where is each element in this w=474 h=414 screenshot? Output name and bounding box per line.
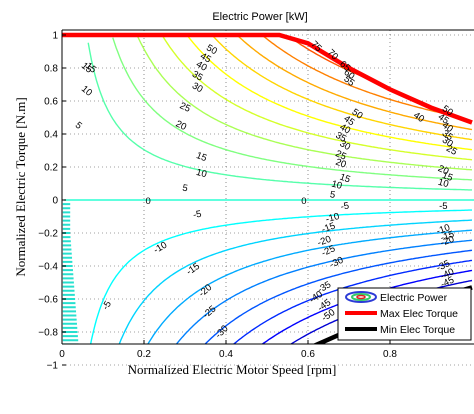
contour-label: 50 — [440, 103, 455, 118]
x-tick-label: 0 — [59, 349, 65, 360]
y-tick-label: 0.8 — [44, 64, 58, 75]
y-tick-label: −0.4 — [38, 262, 58, 273]
x-tick-label: 0.2 — [137, 349, 151, 360]
contour-label: 25 — [444, 143, 459, 158]
contour-label: 35 — [190, 69, 205, 84]
contour-line — [89, 209, 472, 344]
contour-label: 25 — [334, 148, 348, 162]
contour-label: -25 — [320, 243, 337, 259]
contour-line — [161, 34, 473, 161]
max-elec-torque-line — [62, 32, 473, 125]
contour-line — [237, 34, 473, 131]
y-tick-label: 0.6 — [44, 97, 58, 108]
contour-label: -15 — [320, 221, 337, 236]
contour-label: 30 — [190, 80, 205, 95]
contour-label: -10 — [435, 222, 452, 237]
y-tick-label: −0.6 — [38, 295, 58, 306]
x-tick-label: 0.6 — [301, 349, 315, 360]
axis-ticks: 0 0.2 0.4 0.6 0.8 1 0.8 0.6 0.4 0.2 0 −0.2 −0.4 −0.6 −… — [38, 31, 397, 372]
contour-line — [212, 35, 473, 141]
contour-label: 40 — [194, 59, 209, 74]
contour-label: 15 — [441, 170, 455, 184]
legend: Electric Power Max Elec Torque Min Elec … — [337, 287, 472, 341]
y-tick-label: −0.2 — [38, 229, 58, 240]
contour-label: 40 — [338, 122, 353, 137]
contour-label: 15 — [338, 172, 352, 186]
contour-label: -20 — [439, 234, 456, 249]
contour-label: -20 — [316, 234, 333, 249]
contour-label: 40 — [411, 110, 426, 125]
contour-label: 30 — [440, 135, 455, 150]
legend-swatch-electric-power-inner — [351, 293, 371, 301]
y-tick-label: 1 — [52, 31, 58, 42]
contour-label: -5 — [439, 201, 447, 212]
contour-label: -5 — [192, 209, 202, 221]
contour-label: 5 — [181, 183, 188, 195]
legend-swatch-electric-power-core — [356, 294, 366, 300]
contour-label: -40 — [439, 266, 456, 282]
contour-label: -15 — [439, 229, 456, 244]
legend-item-max-elec-torque: Max Elec Torque — [345, 308, 458, 320]
contour-label: 20 — [436, 163, 450, 177]
contour-label: -5 — [340, 200, 350, 212]
contour-line — [136, 35, 473, 171]
contour-line — [261, 34, 453, 117]
contour-label: 50 — [350, 107, 365, 122]
contour-label: 25 — [178, 100, 192, 114]
contour-line — [112, 37, 473, 181]
y-tick-label: 0 — [52, 196, 58, 207]
contour-label: 35 — [440, 128, 455, 143]
contour-line — [175, 239, 473, 344]
contour-label: 30 — [338, 138, 353, 153]
legend-label-electric-power: Electric Power — [380, 292, 448, 304]
contour-label: 0 — [145, 196, 150, 207]
chart-title: Electric Power [kW] — [212, 11, 307, 23]
contour-line — [204, 249, 473, 344]
contour-label: 35 — [333, 130, 348, 145]
y-tick-label: 0.2 — [44, 163, 58, 174]
y-axis-label: Normalized Electric Torque [N.m] — [13, 97, 28, 276]
contour-label: -10 — [325, 211, 341, 225]
contour-label: 50 — [204, 42, 219, 57]
contour-line — [118, 219, 473, 344]
contour-label: 5 — [73, 120, 84, 132]
y-tick-label: −1 — [47, 361, 59, 372]
contour-label: 45 — [198, 51, 213, 66]
contour-label: 10 — [330, 178, 343, 191]
contour-label: -35 — [435, 258, 452, 274]
legend-item-min-elec-torque: Min Elec Torque — [345, 324, 455, 336]
y-tick-label: −0.8 — [38, 328, 58, 339]
contour-label: 20 — [334, 157, 348, 171]
contour-label: 20 — [174, 119, 188, 133]
contour-labels: 5045403530252015105757065605550454035302… — [73, 39, 459, 341]
legend-label-max-elec-torque: Max Elec Torque — [380, 308, 458, 320]
contour-label: 0 — [301, 196, 306, 207]
x-tick-label: 0.4 — [219, 349, 233, 360]
x-axis-label: Normalized Electric Motor Speed [rpm] — [128, 362, 337, 377]
contour-line — [187, 36, 473, 151]
contour-label: -45 — [439, 275, 456, 291]
contour-label: 45 — [342, 113, 357, 128]
x-tick-label: 0.8 — [383, 349, 397, 360]
contour-line — [87, 42, 472, 191]
legend-item-electric-power: Electric Power — [345, 291, 448, 304]
legend-label-min-elec-torque: Min Elec Torque — [380, 324, 455, 336]
contour-label: 15 — [195, 150, 209, 164]
contour-label: 10 — [437, 177, 450, 190]
legend-swatch-electric-power — [345, 291, 377, 303]
contour-label: 5 — [329, 189, 336, 201]
contour-label: -30 — [328, 255, 345, 271]
contour-label: 10 — [195, 167, 208, 180]
contour-line — [147, 229, 473, 344]
y-tick-label: 0.4 — [44, 130, 58, 141]
contour-label: 40 — [440, 120, 455, 135]
contour-label: 45 — [436, 112, 451, 127]
